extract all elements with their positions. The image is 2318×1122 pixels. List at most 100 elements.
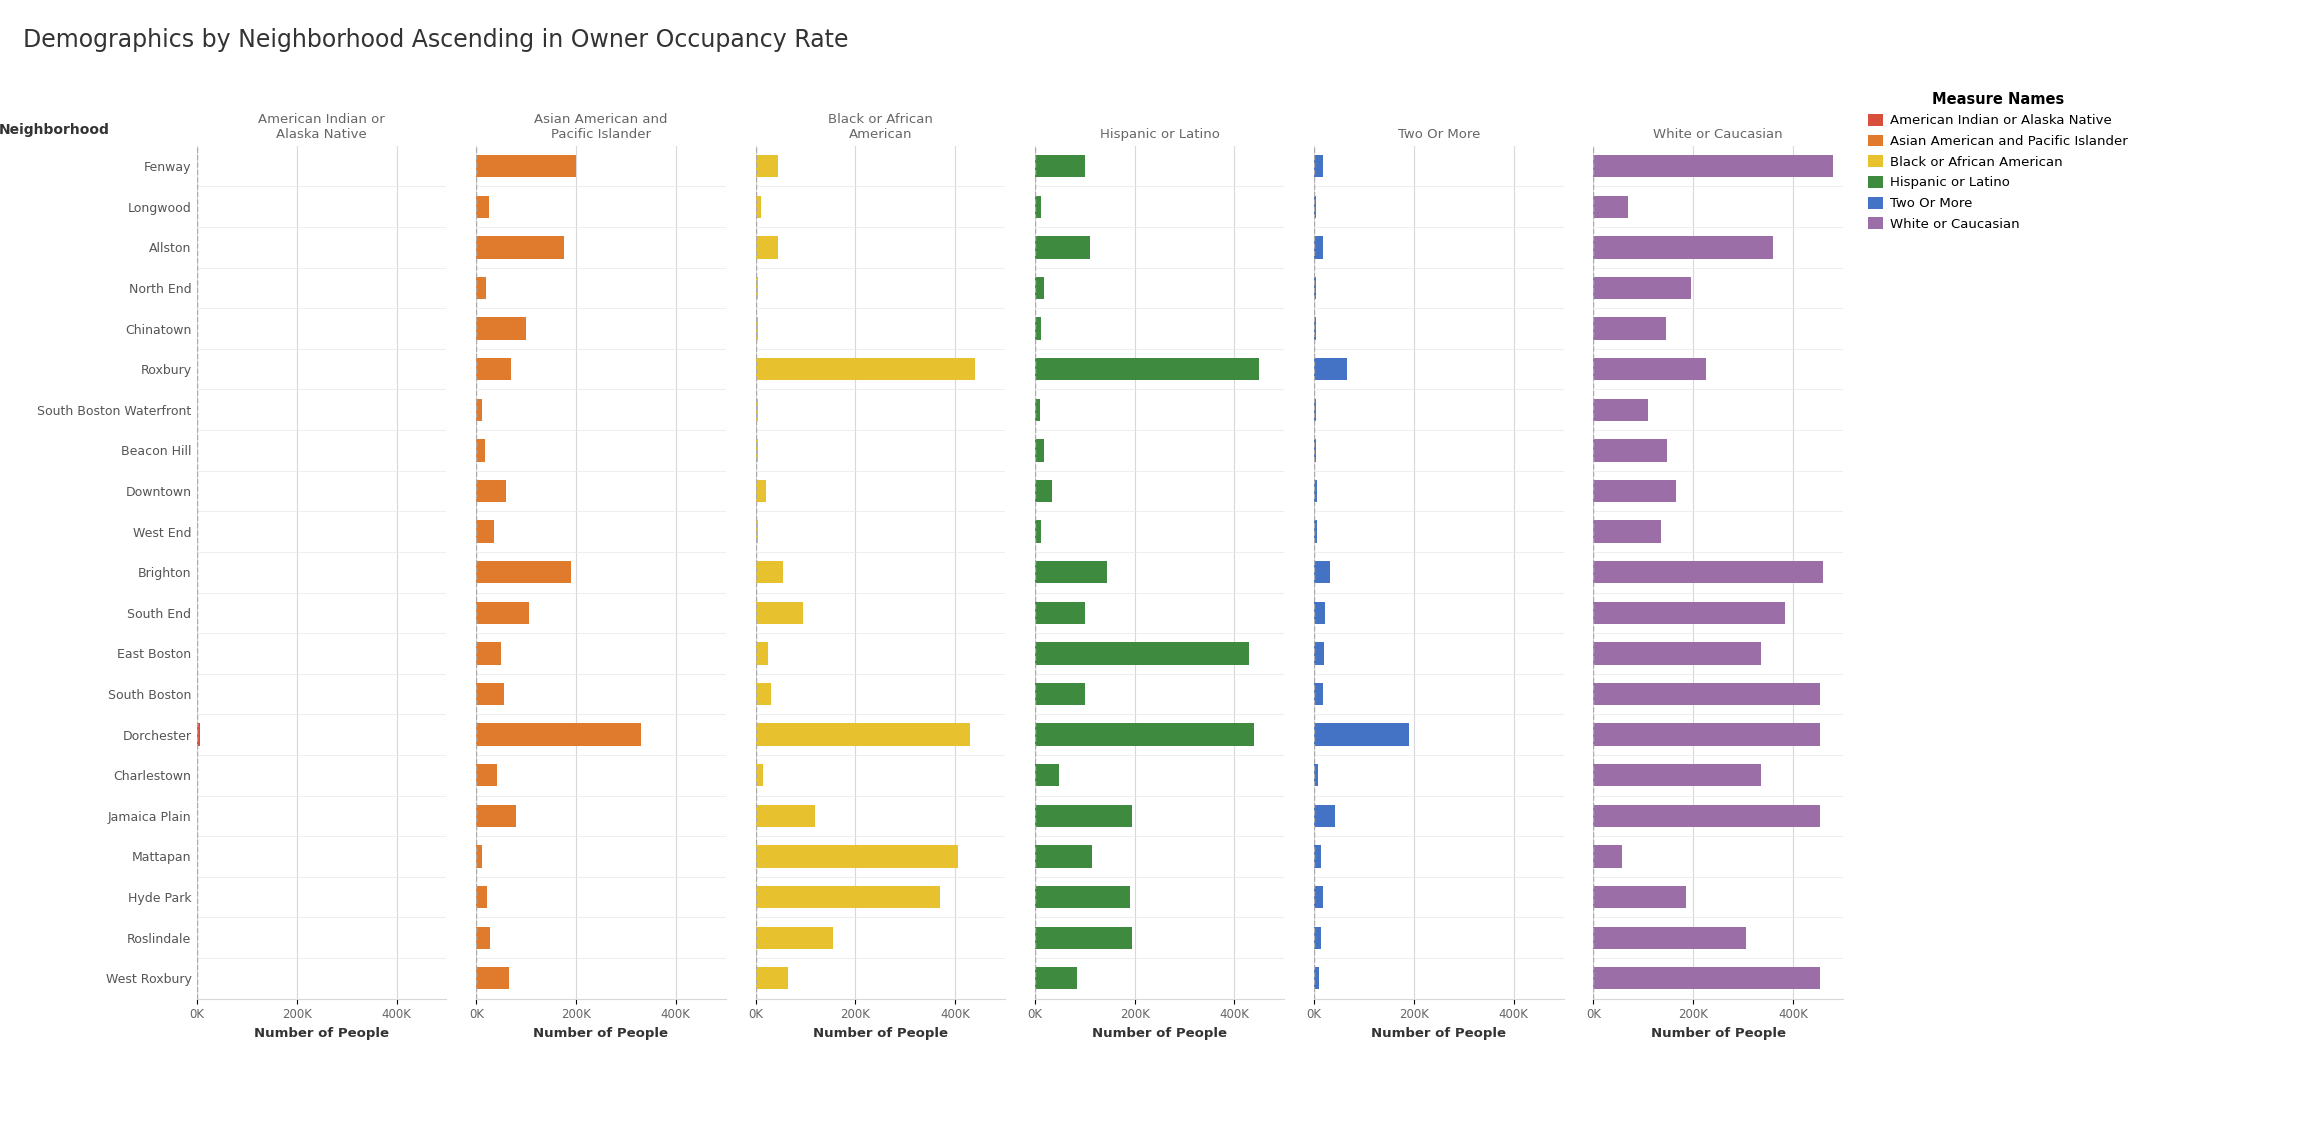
Title: Asian American and
Pacific Islander: Asian American and Pacific Islander: [533, 112, 668, 140]
Bar: [1592, 318, 1667, 340]
Title: White or Caucasian: White or Caucasian: [1653, 128, 1783, 140]
Title: Black or African
American: Black or African American: [828, 112, 932, 140]
Bar: [756, 764, 763, 787]
Bar: [1034, 764, 1059, 787]
Bar: [475, 724, 640, 746]
Bar: [475, 277, 487, 300]
Bar: [756, 237, 779, 258]
Bar: [756, 561, 783, 583]
Bar: [1034, 318, 1041, 340]
Bar: [1034, 439, 1043, 461]
Bar: [1592, 358, 1706, 380]
Bar: [1034, 804, 1131, 827]
Bar: [1034, 724, 1254, 746]
Bar: [475, 642, 501, 664]
Bar: [1592, 764, 1762, 787]
Bar: [1592, 521, 1660, 543]
Bar: [475, 967, 508, 990]
Bar: [1314, 155, 1324, 177]
Bar: [756, 521, 758, 543]
Bar: [756, 439, 758, 461]
Bar: [475, 318, 526, 340]
Title: American Indian or
Alaska Native: American Indian or Alaska Native: [257, 112, 385, 140]
Bar: [475, 561, 570, 583]
Bar: [1592, 804, 1820, 827]
Bar: [756, 601, 802, 624]
Text: Neighborhood: Neighborhood: [0, 123, 109, 137]
Bar: [1034, 237, 1089, 258]
Bar: [1034, 195, 1041, 218]
Bar: [1034, 886, 1129, 908]
Bar: [1592, 642, 1762, 664]
Bar: [1034, 967, 1078, 990]
Bar: [1592, 683, 1820, 706]
Bar: [756, 318, 758, 340]
Bar: [756, 277, 758, 300]
X-axis label: Number of People: Number of People: [533, 1027, 668, 1040]
Bar: [1034, 845, 1092, 867]
Text: Demographics by Neighborhood Ascending in Owner Occupancy Rate: Demographics by Neighborhood Ascending i…: [23, 28, 848, 52]
Bar: [756, 480, 765, 503]
Bar: [475, 683, 503, 706]
Bar: [756, 804, 816, 827]
Bar: [1034, 561, 1108, 583]
Bar: [1314, 480, 1317, 503]
Bar: [475, 521, 494, 543]
Bar: [756, 195, 760, 218]
Bar: [475, 480, 505, 503]
Bar: [1034, 683, 1085, 706]
Bar: [1592, 601, 1785, 624]
Bar: [1034, 927, 1131, 949]
Bar: [1592, 398, 1648, 421]
Title: Two Or More: Two Or More: [1398, 128, 1479, 140]
Bar: [756, 845, 957, 867]
Bar: [1592, 927, 1745, 949]
Bar: [1034, 521, 1041, 543]
Bar: [475, 155, 577, 177]
Bar: [475, 886, 487, 908]
Bar: [475, 845, 482, 867]
Bar: [475, 927, 491, 949]
X-axis label: Number of People: Number of People: [1650, 1027, 1785, 1040]
Bar: [1314, 601, 1326, 624]
Bar: [1592, 845, 1623, 867]
Bar: [756, 724, 969, 746]
Bar: [1592, 195, 1627, 218]
Bar: [475, 764, 498, 787]
Bar: [1592, 886, 1685, 908]
Bar: [475, 804, 517, 827]
Bar: [1314, 967, 1319, 990]
Bar: [1034, 480, 1052, 503]
Legend: American Indian or Alaska Native, Asian American and Pacific Islander, Black or : American Indian or Alaska Native, Asian …: [1861, 85, 2135, 238]
Bar: [1314, 561, 1331, 583]
X-axis label: Number of People: Number of People: [1092, 1027, 1226, 1040]
Bar: [756, 398, 758, 421]
Bar: [1034, 358, 1259, 380]
Bar: [1034, 601, 1085, 624]
Bar: [1034, 155, 1085, 177]
Bar: [475, 601, 529, 624]
Bar: [1314, 886, 1324, 908]
Bar: [756, 358, 976, 380]
Bar: [1592, 967, 1820, 990]
Bar: [756, 642, 767, 664]
Bar: [1314, 927, 1321, 949]
X-axis label: Number of People: Number of People: [255, 1027, 389, 1040]
Bar: [1034, 277, 1043, 300]
Bar: [756, 967, 788, 990]
Bar: [1314, 724, 1409, 746]
Bar: [1592, 237, 1773, 258]
Bar: [1034, 642, 1249, 664]
Title: Hispanic or Latino: Hispanic or Latino: [1099, 128, 1219, 140]
Bar: [197, 724, 199, 746]
Bar: [475, 358, 512, 380]
X-axis label: Number of People: Number of People: [1372, 1027, 1507, 1040]
Bar: [475, 398, 482, 421]
Bar: [1314, 764, 1319, 787]
Bar: [475, 439, 484, 461]
Bar: [1314, 804, 1335, 827]
Bar: [1592, 155, 1834, 177]
Bar: [756, 927, 832, 949]
X-axis label: Number of People: Number of People: [814, 1027, 948, 1040]
Bar: [1314, 237, 1324, 258]
